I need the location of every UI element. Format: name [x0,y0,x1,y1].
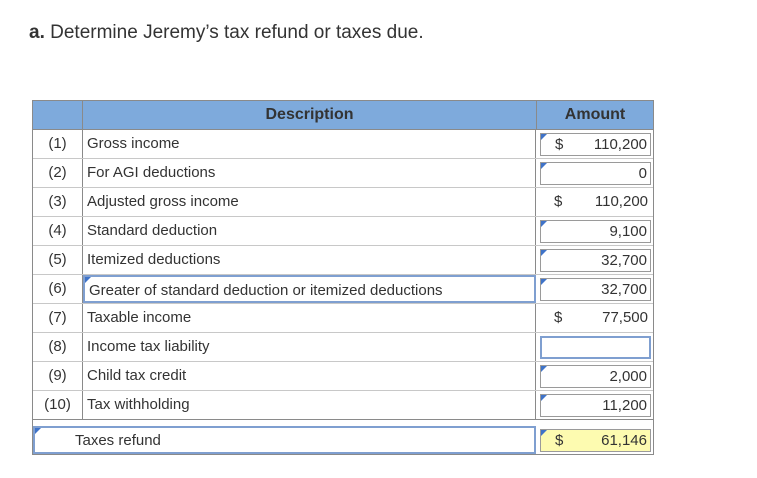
amount-value: 11,200 [602,397,647,414]
table-row-standard-deduction: (4) Standard deduction 9,100 [33,217,653,246]
row-amount [537,333,653,361]
cell-marker-icon [541,221,547,227]
total-description-text: Taxes refund [75,432,161,449]
row-description-text: Greater of standard deduction or itemize… [89,282,443,299]
row-number: (7) [33,304,83,332]
table-row-for-agi-deductions: (2) For AGI deductions 0 [33,159,653,188]
row-number: (2) [33,159,83,187]
amount-input[interactable]: 32,700 [540,278,651,301]
row-description: Standard deduction [83,217,536,245]
total-description-dropdown[interactable]: Taxes refund [33,426,536,454]
amount-input[interactable] [540,336,651,359]
row-description: Tax withholding [83,391,536,419]
amount-value: 9,100 [609,223,647,240]
row-description: Income tax liability [83,333,536,361]
row-amount: $ 77,500 [537,304,653,332]
amount-value: 32,700 [601,252,647,269]
amount-input[interactable]: $ 110,200 [540,133,651,156]
amount-input[interactable]: 9,100 [540,220,651,243]
row-number: (5) [33,246,83,274]
table-row-child-tax-credit: (9) Child tax credit 2,000 [33,362,653,391]
table-row-tax-withholding: (10) Tax withholding 11,200 [33,391,653,420]
tax-computation-table: Description Amount (1) Gross income $ 11… [32,100,654,455]
header-description: Description [83,101,537,129]
row-description: Itemized deductions [83,246,536,274]
row-description-dropdown[interactable]: Greater of standard deduction or itemize… [83,275,536,303]
amount-value: 110,200 [593,136,647,153]
header-number-column [33,101,83,129]
amount-value: 0 [638,165,647,182]
amount-input[interactable]: 2,000 [540,365,651,388]
row-number: (1) [33,130,83,158]
cell-marker-icon [541,134,547,140]
cell-marker-icon [541,163,547,169]
amount-input[interactable]: 11,200 [540,394,651,417]
row-number: (4) [33,217,83,245]
amount-value-cell: $ 77,500 [540,307,651,330]
row-number: (10) [33,391,83,419]
cell-marker-icon [541,279,547,285]
amount-value: 61,146 [601,432,647,449]
row-description: Adjusted gross income [83,188,536,216]
question-letter: a. [29,22,45,43]
row-amount: 32,700 [537,246,653,274]
row-amount: 9,100 [537,217,653,245]
row-number: (6) [33,275,83,303]
currency-symbol: $ [554,193,563,210]
question-text: Determine Jeremy’s tax refund or taxes d… [50,22,424,43]
currency-symbol: $ [555,432,564,449]
row-amount: $ 110,200 [537,130,653,158]
row-number: (9) [33,362,83,390]
amount-input[interactable]: 0 [540,162,651,185]
amount-value: 2,000 [609,368,647,385]
row-description: For AGI deductions [83,159,536,187]
cell-marker-icon [541,366,547,372]
question-prompt: a. Determine Jeremy’s tax refund or taxe… [29,22,424,44]
row-amount: 11,200 [537,391,653,419]
table-row-total: Taxes refund $ 61,146 [33,426,653,454]
cell-marker-icon [85,277,91,283]
amount-value-cell: $ 110,200 [540,191,651,214]
amount-value: 110,200 [594,193,648,210]
header-amount: Amount [564,106,626,123]
row-amount: 2,000 [537,362,653,390]
amount-value: 32,700 [601,281,647,298]
currency-symbol: $ [554,309,563,326]
table-row-adjusted-gross-income: (3) Adjusted gross income $ 110,200 [33,188,653,217]
row-number: (8) [33,333,83,361]
amount-input[interactable]: 32,700 [540,249,651,272]
row-description: Gross income [83,130,536,158]
table-row-taxable-income: (7) Taxable income $ 77,500 [33,304,653,333]
table-row-gross-income: (1) Gross income $ 110,200 [33,130,653,159]
total-amount-input[interactable]: $ 61,146 [540,429,651,452]
row-amount: $ 110,200 [537,188,653,216]
cell-marker-icon [541,430,547,436]
row-amount: 0 [537,159,653,187]
total-amount: $ 61,146 [537,426,653,454]
table-row-greater-deduction: (6) Greater of standard deduction or ite… [33,275,653,304]
amount-value: 77,500 [602,309,648,326]
cell-marker-icon [35,428,41,434]
row-amount: 32,700 [537,275,653,303]
table-header: Description Amount [33,101,653,130]
table-row-income-tax-liability: (8) Income tax liability [33,333,653,362]
row-description: Child tax credit [83,362,536,390]
cell-marker-icon [541,250,547,256]
table-row-itemized-deductions: (5) Itemized deductions 32,700 [33,246,653,275]
currency-symbol: $ [555,136,564,153]
cell-marker-icon [541,395,547,401]
row-number: (3) [33,188,83,216]
row-description: Taxable income [83,304,536,332]
